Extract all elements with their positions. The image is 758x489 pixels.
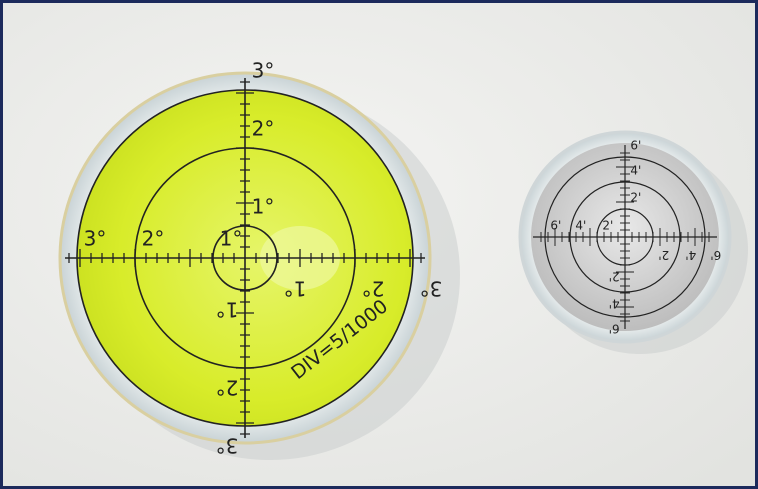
- scale-label: 1°: [252, 195, 275, 219]
- scale-label: 3°: [84, 227, 107, 251]
- scale-label: 3°: [252, 59, 275, 83]
- scale-label: 3°: [216, 434, 239, 458]
- scale-label: 2°: [362, 276, 385, 300]
- scale-label: 2°: [252, 117, 275, 141]
- scale-label: 1°: [220, 227, 243, 251]
- scale-label: 2': [609, 269, 620, 283]
- scale-label: 4': [575, 219, 586, 233]
- scale-label: 2': [602, 219, 613, 233]
- scale-label: 2': [630, 191, 641, 205]
- scale-label: 3°: [420, 276, 443, 300]
- scale-label: 4': [630, 164, 641, 178]
- scale-label: 2': [658, 248, 669, 262]
- scale-label: 6': [710, 248, 721, 262]
- scale-label: 6': [630, 139, 641, 153]
- scale-label: 6': [609, 321, 620, 335]
- scale-label: 1°: [216, 298, 239, 322]
- scale-label: 6': [550, 219, 561, 233]
- scale-label: 4': [685, 248, 696, 262]
- scale-label: 2°: [216, 376, 239, 400]
- scale-label: 1°: [284, 276, 307, 300]
- scale-label: 2°: [142, 227, 165, 251]
- scale-label: 4': [609, 296, 620, 310]
